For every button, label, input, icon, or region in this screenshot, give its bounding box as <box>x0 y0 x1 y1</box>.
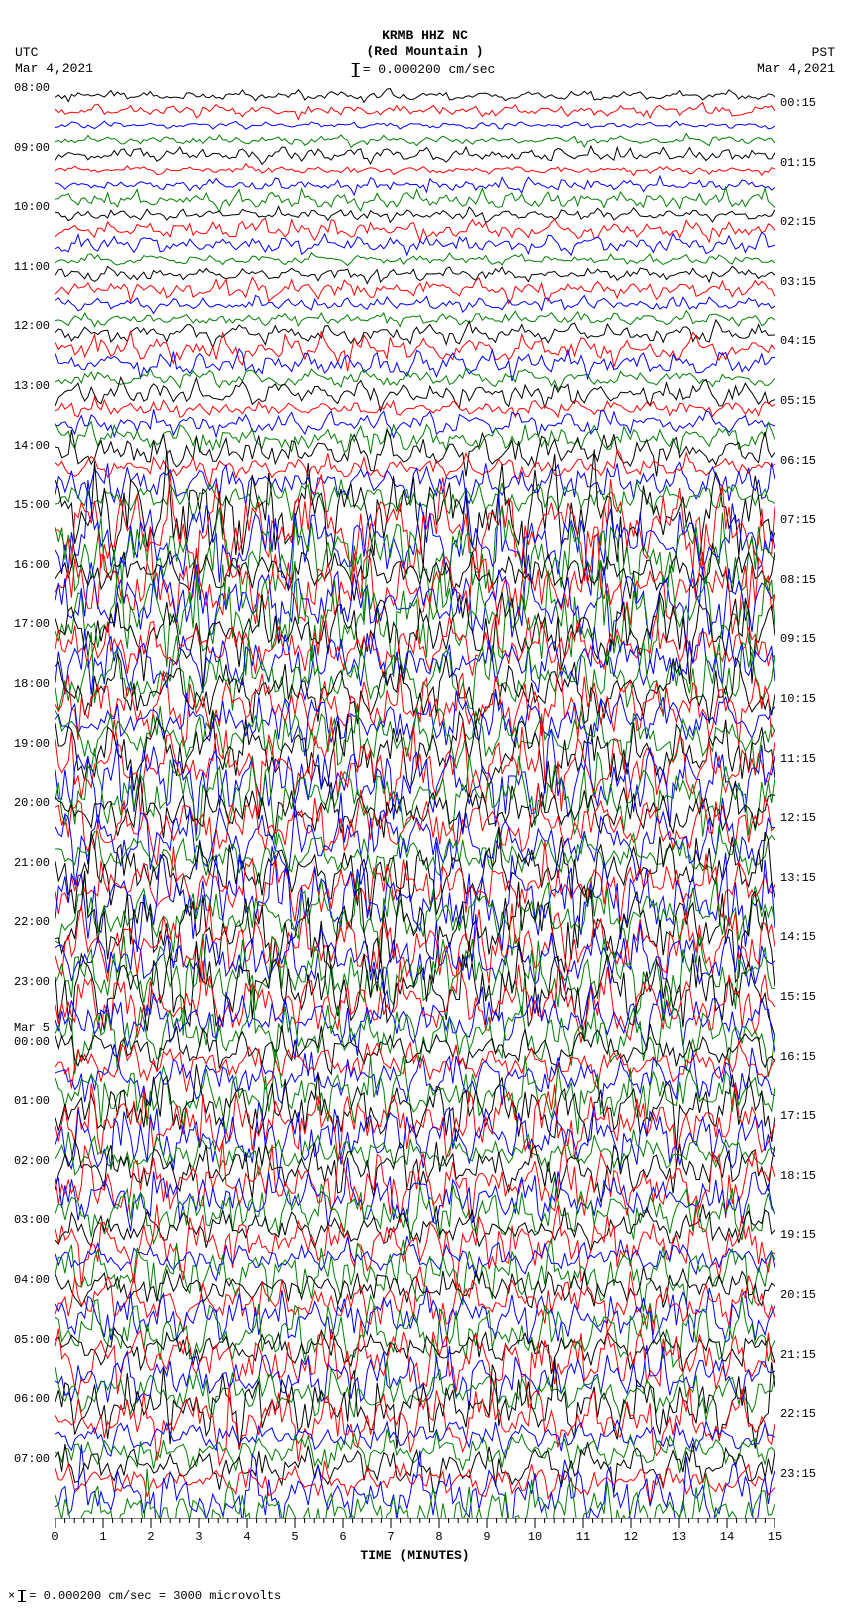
y-left-hour-label: 11:00 <box>14 261 50 273</box>
y-left-hour-label: 14:00 <box>14 440 50 452</box>
x-tick-label: 4 <box>243 1530 250 1544</box>
tz-left-label: UTC <box>15 45 93 61</box>
x-tick-label: 0 <box>51 1530 58 1544</box>
y-right-hour-label: 05:15 <box>780 395 816 407</box>
y-right-hour-label: 11:15 <box>780 753 816 765</box>
y-right-hour-label: 20:15 <box>780 1289 816 1301</box>
y-right-hour-label: 15:15 <box>780 991 816 1003</box>
x-tick-label: 13 <box>672 1530 686 1544</box>
y-right-hour-label: 04:15 <box>780 335 816 347</box>
x-tick-label: 7 <box>387 1530 394 1544</box>
station-name: (Red Mountain ) <box>366 44 483 60</box>
y-right-hour-label: 22:15 <box>780 1408 816 1420</box>
title-block: KRMB HHZ NC (Red Mountain ) <box>366 28 483 59</box>
y-left-hour-label: 00:00 <box>14 1036 50 1048</box>
y-right-hour-label: 01:15 <box>780 157 816 169</box>
y-left-hour-label: 22:00 <box>14 916 50 928</box>
tz-left-date: Mar 4,2021 <box>15 61 93 77</box>
x-tick-label: 10 <box>528 1530 542 1544</box>
y-left-hour-label: 09:00 <box>14 142 50 154</box>
y-left-hour-label: 23:00 <box>14 976 50 988</box>
footer: × = 0.000200 cm/sec = 3000 microvolts <box>8 1589 281 1603</box>
x-tick-label: 3 <box>195 1530 202 1544</box>
y-left-hour-label: 15:00 <box>14 499 50 511</box>
y-right-hour-label: 23:15 <box>780 1468 816 1480</box>
tz-right-block: PST Mar 4,2021 <box>757 45 835 76</box>
x-axis-ticks <box>55 1518 775 1530</box>
x-tick-label: 8 <box>435 1530 442 1544</box>
y-right-hour-label: 07:15 <box>780 514 816 526</box>
y-right-hour-label: 02:15 <box>780 216 816 228</box>
y-left-hour-label: 07:00 <box>14 1453 50 1465</box>
helicorder-plot <box>55 88 775 1518</box>
y-right-hour-label: 10:15 <box>780 693 816 705</box>
tz-right-date: Mar 4,2021 <box>757 61 835 77</box>
y-right-hour-label: 13:15 <box>780 872 816 884</box>
x-tick-label: 12 <box>624 1530 638 1544</box>
y-right-hour-label: 09:15 <box>780 633 816 645</box>
y-right-hour-label: 03:15 <box>780 276 816 288</box>
y-left-hour-label: 18:00 <box>14 678 50 690</box>
scale-text: = 0.000200 cm/sec <box>363 62 496 77</box>
y-right-hour-label: 18:15 <box>780 1170 816 1182</box>
y-right-hour-label: 08:15 <box>780 574 816 586</box>
y-left-hour-label: 19:00 <box>14 738 50 750</box>
y-left-hour-label: 21:00 <box>14 857 50 869</box>
tz-right-label: PST <box>757 45 835 61</box>
y-right-hour-label: 12:15 <box>780 812 816 824</box>
y-left-hour-label: 02:00 <box>14 1155 50 1167</box>
y-left-hour-label: 03:00 <box>14 1214 50 1226</box>
x-tick-label: 9 <box>483 1530 490 1544</box>
y-left-hour-label: 01:00 <box>14 1095 50 1107</box>
x-tick-label: 6 <box>339 1530 346 1544</box>
y-left-hour-label: 08:00 <box>14 82 50 94</box>
x-tick-label: 5 <box>291 1530 298 1544</box>
x-tick-label: 15 <box>768 1530 782 1544</box>
station-id: KRMB HHZ NC <box>366 28 483 44</box>
y-left-hour-label: 17:00 <box>14 618 50 630</box>
footer-text: = 0.000200 cm/sec = 3000 microvolts <box>29 1589 281 1603</box>
y-left-hour-label: 06:00 <box>14 1393 50 1405</box>
y-right-hour-label: 19:15 <box>780 1229 816 1241</box>
scale-bar-icon <box>355 63 357 77</box>
y-left-hour-label: 05:00 <box>14 1334 50 1346</box>
y-left-hour-label: 04:00 <box>14 1274 50 1286</box>
y-left-labels: 08:0009:0010:0011:0012:0013:0014:0015:00… <box>0 88 52 1518</box>
footer-prefix: × <box>8 1589 15 1603</box>
y-left-day-marker: Mar 5 <box>14 1022 50 1034</box>
y-left-hour-label: 20:00 <box>14 797 50 809</box>
y-right-hour-label: 21:15 <box>780 1349 816 1361</box>
x-tick-label: 11 <box>576 1530 590 1544</box>
y-left-hour-label: 16:00 <box>14 559 50 571</box>
x-tick-label: 2 <box>147 1530 154 1544</box>
y-left-hour-label: 10:00 <box>14 201 50 213</box>
footer-scale-bar-icon <box>21 1590 23 1602</box>
y-right-hour-label: 00:15 <box>780 97 816 109</box>
x-axis-label: TIME (MINUTES) <box>360 1548 469 1563</box>
x-tick-label: 14 <box>720 1530 734 1544</box>
x-axis: TIME (MINUTES) 0123456789101112131415 <box>55 1520 775 1575</box>
y-right-hour-label: 17:15 <box>780 1110 816 1122</box>
y-right-hour-label: 16:15 <box>780 1051 816 1063</box>
y-right-hour-label: 14:15 <box>780 931 816 943</box>
scale-block: = 0.000200 cm/sec <box>355 62 496 77</box>
y-right-hour-label: 06:15 <box>780 455 816 467</box>
tz-left-block: UTC Mar 4,2021 <box>15 45 93 76</box>
y-left-hour-label: 13:00 <box>14 380 50 392</box>
seismogram-header: UTC Mar 4,2021 KRMB HHZ NC (Red Mountain… <box>0 0 850 80</box>
helicorder-svg <box>55 88 775 1518</box>
x-tick-label: 1 <box>99 1530 106 1544</box>
y-left-hour-label: 12:00 <box>14 320 50 332</box>
y-right-labels: 00:15 01:15 02:15 03:15 04:15 05:15 06:15 07:15… <box>778 88 838 1518</box>
